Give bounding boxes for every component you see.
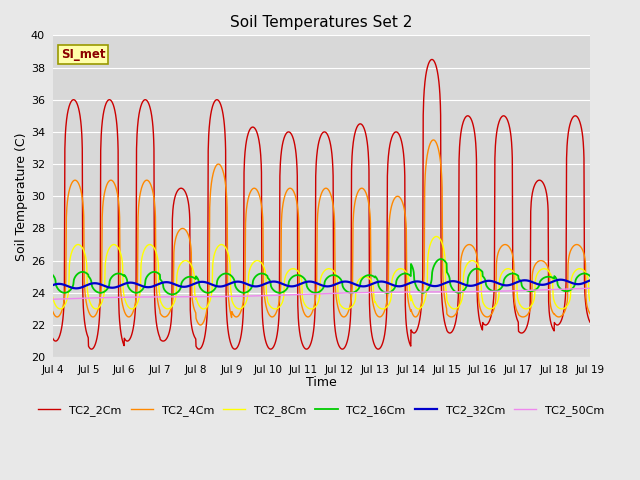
Legend: TC2_2Cm, TC2_4Cm, TC2_8Cm, TC2_16Cm, TC2_32Cm, TC2_50Cm: TC2_2Cm, TC2_4Cm, TC2_8Cm, TC2_16Cm, TC2…: [38, 405, 604, 416]
TC2_16Cm: [539, 276, 547, 281]
Y-axis label: Soil Temperature (C): Soil Temperature (C): [15, 132, 28, 261]
TC2_32Cm: [539, 282, 547, 288]
TC2_2Cm: [88, 346, 95, 352]
Line: TC2_8Cm: TC2_8Cm: [52, 237, 590, 309]
TC2_2Cm: [586, 319, 594, 325]
TC2_8Cm: [478, 293, 486, 299]
TC2_16Cm: [349, 290, 356, 296]
TC2_8Cm: [433, 234, 440, 240]
TC2_32Cm: [554, 277, 561, 283]
TC2_16Cm: [168, 291, 176, 297]
TC2_4Cm: [539, 258, 547, 264]
Title: Soil Temperatures Set 2: Soil Temperatures Set 2: [230, 15, 413, 30]
Line: TC2_32Cm: TC2_32Cm: [52, 280, 590, 288]
TC2_50Cm: [49, 296, 56, 302]
TC2_16Cm: [437, 256, 445, 262]
TC2_4Cm: [49, 308, 56, 314]
Text: SI_met: SI_met: [61, 48, 105, 61]
TC2_2Cm: [539, 180, 547, 186]
TC2_8Cm: [349, 303, 356, 309]
TC2_32Cm: [72, 286, 80, 291]
TC2_32Cm: [49, 282, 56, 288]
TC2_8Cm: [554, 304, 562, 310]
TC2_2Cm: [349, 146, 356, 152]
TC2_4Cm: [429, 137, 437, 143]
TC2_2Cm: [478, 325, 486, 331]
TC2_8Cm: [337, 303, 345, 309]
TC2_4Cm: [586, 311, 594, 316]
TC2_2Cm: [554, 322, 562, 328]
TC2_4Cm: [349, 279, 356, 285]
X-axis label: Time: Time: [306, 376, 337, 389]
TC2_8Cm: [539, 266, 547, 272]
TC2_50Cm: [539, 287, 547, 293]
TC2_2Cm: [428, 57, 436, 62]
TC2_50Cm: [198, 294, 206, 300]
TC2_32Cm: [586, 277, 594, 283]
TC2_2Cm: [199, 342, 207, 348]
Line: TC2_50Cm: TC2_50Cm: [52, 288, 590, 299]
TC2_8Cm: [199, 306, 207, 312]
TC2_4Cm: [337, 312, 345, 318]
TC2_32Cm: [477, 280, 485, 286]
TC2_50Cm: [348, 290, 356, 296]
TC2_16Cm: [554, 282, 562, 288]
TC2_16Cm: [199, 288, 207, 294]
TC2_8Cm: [49, 294, 56, 300]
TC2_4Cm: [554, 314, 562, 320]
TC2_50Cm: [554, 287, 561, 292]
TC2_50Cm: [337, 290, 344, 296]
TC2_4Cm: [199, 321, 207, 326]
TC2_8Cm: [586, 298, 594, 304]
TC2_16Cm: [337, 276, 345, 282]
TC2_16Cm: [49, 272, 56, 278]
TC2_2Cm: [337, 346, 345, 351]
TC2_32Cm: [557, 277, 564, 283]
TC2_50Cm: [477, 288, 485, 294]
TC2_32Cm: [337, 279, 345, 285]
TC2_16Cm: [586, 273, 594, 279]
TC2_8Cm: [56, 306, 64, 312]
TC2_4Cm: [478, 310, 486, 315]
TC2_16Cm: [478, 268, 486, 274]
TC2_50Cm: [586, 286, 594, 291]
Line: TC2_16Cm: TC2_16Cm: [52, 259, 590, 294]
TC2_2Cm: [49, 336, 56, 341]
TC2_4Cm: [196, 322, 204, 328]
TC2_32Cm: [349, 280, 356, 286]
TC2_32Cm: [199, 279, 207, 285]
Line: TC2_2Cm: TC2_2Cm: [52, 60, 590, 349]
Line: TC2_4Cm: TC2_4Cm: [52, 140, 590, 325]
